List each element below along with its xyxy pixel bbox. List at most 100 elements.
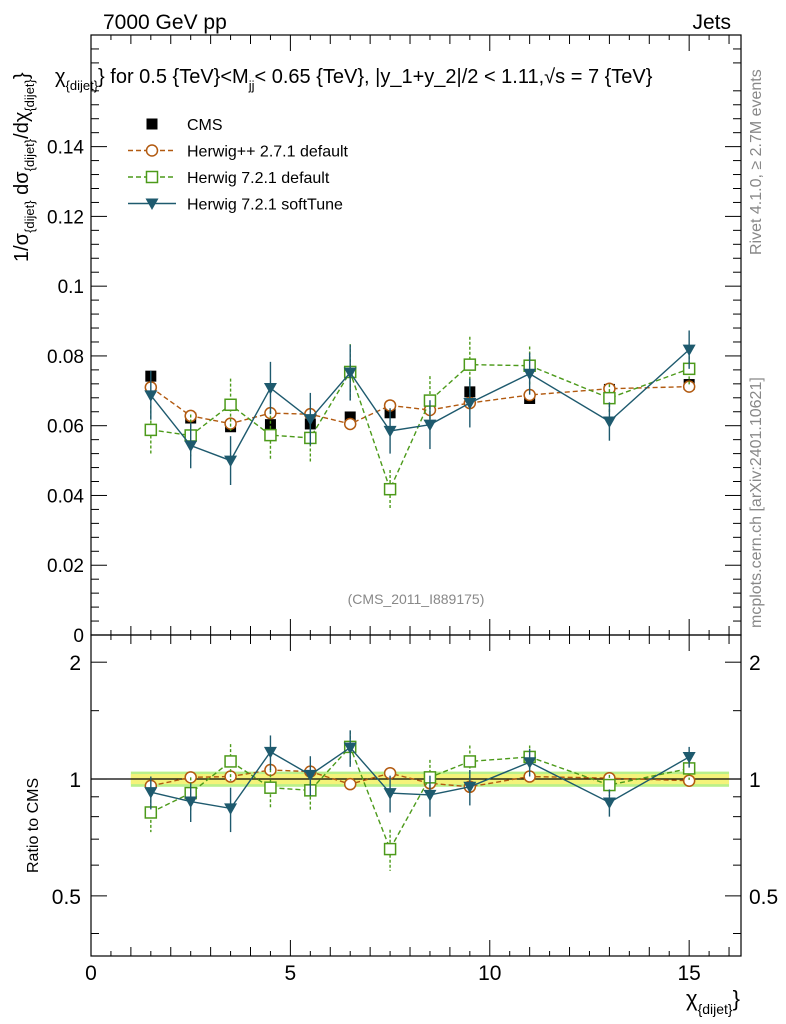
ratio-y-tick-label-right: 2 bbox=[749, 652, 761, 675]
main-data-point bbox=[264, 428, 277, 442]
ratio-data-point bbox=[343, 742, 357, 755]
legend-item: CMS bbox=[146, 117, 223, 134]
main-series-line bbox=[150, 349, 690, 462]
ratio-data-point bbox=[264, 781, 277, 794]
x-axis-label: χ{dijet}} bbox=[686, 986, 740, 1017]
main-data-point bbox=[144, 423, 158, 437]
title-sqrt-s: √s = 7 {TeV} bbox=[544, 66, 653, 88]
legend-marker bbox=[145, 144, 159, 157]
ratio-series-herwig-7-2-1-softtune bbox=[144, 730, 696, 833]
mcplots-label: mcplots.cern.ch [arXiv:2401.10621] bbox=[748, 377, 765, 628]
ratio-series-layer bbox=[144, 730, 696, 871]
legend-item: Herwig++ 2.7.1 default bbox=[128, 144, 349, 161]
main-series-herwig-2-7-1-default bbox=[144, 380, 696, 431]
title-mass-range: } for 0.5 {TeV}<M bbox=[98, 66, 249, 88]
ratio-data-point bbox=[184, 796, 198, 809]
main-data-point bbox=[682, 380, 696, 393]
ratio-series-herwig-2-7-1-default bbox=[144, 763, 696, 794]
ratio-series-line bbox=[150, 746, 690, 810]
ratio-data-point bbox=[303, 769, 317, 782]
ratio-series-line bbox=[150, 769, 690, 788]
legend-label: Herwig 7.2.1 softTune bbox=[187, 197, 343, 214]
title-rapidity: < 0.65 {TeV}, |y_1+y_2|/2 < 1.11, bbox=[254, 66, 544, 88]
rivet-label: Rivet 4.1.0, ≥ 2.7M events bbox=[748, 69, 765, 255]
ratio-series-line bbox=[150, 745, 690, 851]
main-data-point bbox=[263, 383, 277, 395]
main-data-point bbox=[383, 425, 397, 438]
title-chi: χ bbox=[55, 66, 66, 88]
main-series-line bbox=[150, 385, 690, 425]
x-tick-label: 15 bbox=[677, 962, 700, 985]
energy-label: 7000 GeV pp bbox=[103, 11, 227, 34]
x-tick-label: 0 bbox=[85, 962, 97, 985]
legend-item: Herwig 7.2.1 default bbox=[128, 170, 330, 187]
legend-marker bbox=[145, 198, 159, 210]
legend: CMS Herwig++ 2.7.1 default Herwig 7.2.1 de… bbox=[128, 117, 349, 214]
ratio-data-point bbox=[343, 777, 357, 791]
ratio-data-point bbox=[603, 778, 616, 792]
legend-marker bbox=[145, 170, 159, 184]
plot-title: χ{dijet}} for 0.5 {TeV}<Mjj< 0.65 {TeV},… bbox=[55, 66, 653, 93]
svg-text:χ{dijet}} for 0.5 {TeV}<Mjj< 0: χ{dijet}} for 0.5 {TeV}<Mjj< 0.65 {TeV},… bbox=[55, 66, 653, 93]
main-y-tick-label: 0.06 bbox=[47, 417, 84, 438]
main-data-point bbox=[224, 455, 238, 468]
ratio-data-point bbox=[523, 757, 537, 769]
main-data-point bbox=[344, 411, 356, 423]
main-data-point bbox=[682, 344, 696, 357]
main-y-tick-label: 0.02 bbox=[47, 556, 84, 577]
main-data-point bbox=[303, 414, 317, 426]
main-y-tick-label: 0.14 bbox=[47, 138, 84, 159]
ratio-y-axis-label: Ratio to CMS bbox=[25, 778, 42, 873]
ratio-y-tick-label: 0.5 bbox=[52, 886, 81, 909]
ratio-y-tick-label: 1 bbox=[69, 769, 81, 792]
main-y-axis-label: 1/σ{dijet} dσ{dijet}/dχ{dijet}} bbox=[11, 72, 37, 262]
ratio-data-point bbox=[383, 788, 397, 800]
ratio-panel-frame bbox=[90, 634, 742, 957]
ratio-data-point bbox=[263, 746, 277, 759]
main-data-point bbox=[463, 358, 477, 371]
main-data-point bbox=[224, 398, 237, 412]
legend-label: CMS bbox=[187, 117, 223, 134]
main-y-tick-label: 0 bbox=[73, 626, 84, 647]
ratio-y-tick-label-right: 0.5 bbox=[749, 886, 778, 909]
process-label: Jets bbox=[692, 11, 731, 34]
main-series-herwig-7-2-1-softtune bbox=[144, 330, 696, 485]
legend-label: Herwig 7.2.1 default bbox=[187, 170, 330, 187]
axis-ticks: 0 0.02 0.04 0.06 0.08 0.1 0.12 0.14 0.5 0.5 1 1 2 2 0 5… bbox=[47, 35, 778, 985]
main-data-point bbox=[603, 391, 616, 405]
ratio-data-point bbox=[144, 787, 158, 799]
main-y-tick-label: 0.08 bbox=[47, 347, 84, 368]
main-series-line bbox=[150, 363, 690, 492]
legend-label: Herwig++ 2.7.1 default bbox=[187, 144, 349, 161]
main-data-point bbox=[144, 390, 158, 402]
ratio-data-point bbox=[682, 774, 696, 787]
main-y-tick-label: 0.12 bbox=[47, 207, 84, 228]
main-data-point bbox=[523, 368, 537, 381]
main-data-point bbox=[343, 417, 357, 431]
ratio-data-point bbox=[383, 842, 397, 856]
main-y-tick-label: 0.04 bbox=[47, 486, 84, 507]
main-y-tick-label: 0.1 bbox=[58, 277, 84, 298]
ratio-data-point bbox=[682, 751, 696, 764]
x-tick-label: 5 bbox=[285, 962, 297, 985]
title-chi-sub: {dijet} bbox=[66, 78, 99, 93]
ratio-y-tick-label: 2 bbox=[69, 652, 81, 675]
legend-marker bbox=[146, 118, 158, 130]
ratio-data-point bbox=[224, 755, 237, 768]
ratio-y-tick-label-right: 1 bbox=[749, 769, 761, 792]
main-data-point bbox=[184, 440, 198, 453]
title-mjj-sub: jj bbox=[248, 78, 255, 93]
main-data-point bbox=[423, 419, 437, 432]
ratio-data-point bbox=[224, 803, 238, 815]
x-tick-label: 10 bbox=[478, 962, 501, 985]
ratio-data-point bbox=[423, 789, 437, 802]
ratio-data-point bbox=[463, 781, 477, 794]
main-data-point bbox=[463, 398, 477, 410]
main-series-layer bbox=[144, 330, 696, 509]
main-data-point bbox=[602, 416, 616, 429]
ratio-data-point bbox=[463, 755, 477, 768]
ratio-data-point bbox=[602, 797, 616, 810]
main-data-point bbox=[264, 419, 276, 431]
main-data-point bbox=[383, 482, 397, 496]
